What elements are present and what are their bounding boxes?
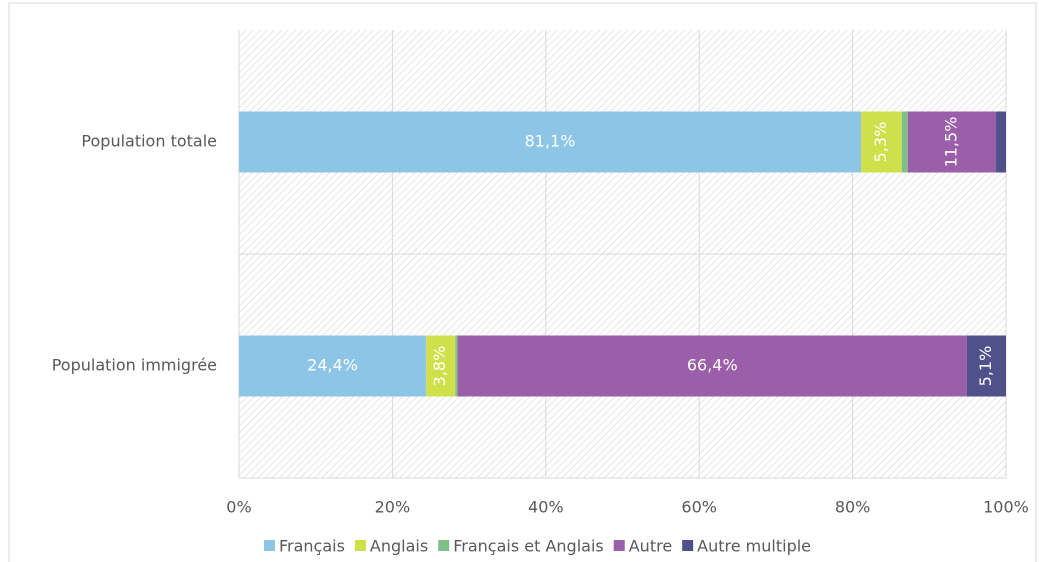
data-label: 11,5%: [941, 117, 960, 168]
bar-segment: [239, 335, 427, 397]
x-tick-label: 60%: [681, 498, 717, 517]
x-tick-label: 80%: [835, 498, 871, 517]
legend-swatch: [263, 540, 275, 551]
legend-label: Français et Anglais: [453, 537, 604, 556]
x-tick-label: 40%: [528, 498, 564, 517]
legend: Français Anglais Français et Anglais Autre A…: [263, 537, 811, 556]
bar-segment: [239, 111, 862, 173]
bar-segment: [907, 111, 997, 173]
legend-swatch: [354, 540, 366, 551]
legend-label: Autre multiple: [697, 537, 811, 556]
x-tick-label: 0%: [226, 498, 251, 517]
chart-border: [8, 2, 1037, 562]
data-label: 66,4%: [687, 356, 738, 375]
data-label: 3,8%: [430, 346, 449, 387]
data-label: 5,1%: [976, 346, 995, 387]
bar-segment: [861, 111, 902, 173]
bar-segment: [996, 111, 1006, 173]
bar-segment: [966, 335, 1006, 397]
bar-segment: [455, 335, 458, 397]
legend-label: Français: [279, 537, 345, 556]
legend-swatch: [682, 540, 694, 551]
legend-swatch: [438, 540, 450, 551]
legend-swatch: [613, 540, 625, 551]
bar-segment: [457, 335, 967, 397]
bar-segment: [426, 335, 456, 397]
data-label: 24,4%: [307, 356, 358, 375]
y-tick-label: Population immigrée: [52, 356, 217, 375]
data-label: 5,3%: [871, 122, 890, 163]
bar-segment: [901, 111, 908, 173]
x-tick-label: 100%: [983, 498, 1029, 517]
data-label: 81,1%: [525, 132, 576, 151]
legend-label: Autre: [629, 537, 672, 556]
x-tick-label: 20%: [375, 498, 411, 517]
y-tick-label: Population totale: [81, 132, 217, 151]
legend-label: Anglais: [370, 537, 428, 556]
